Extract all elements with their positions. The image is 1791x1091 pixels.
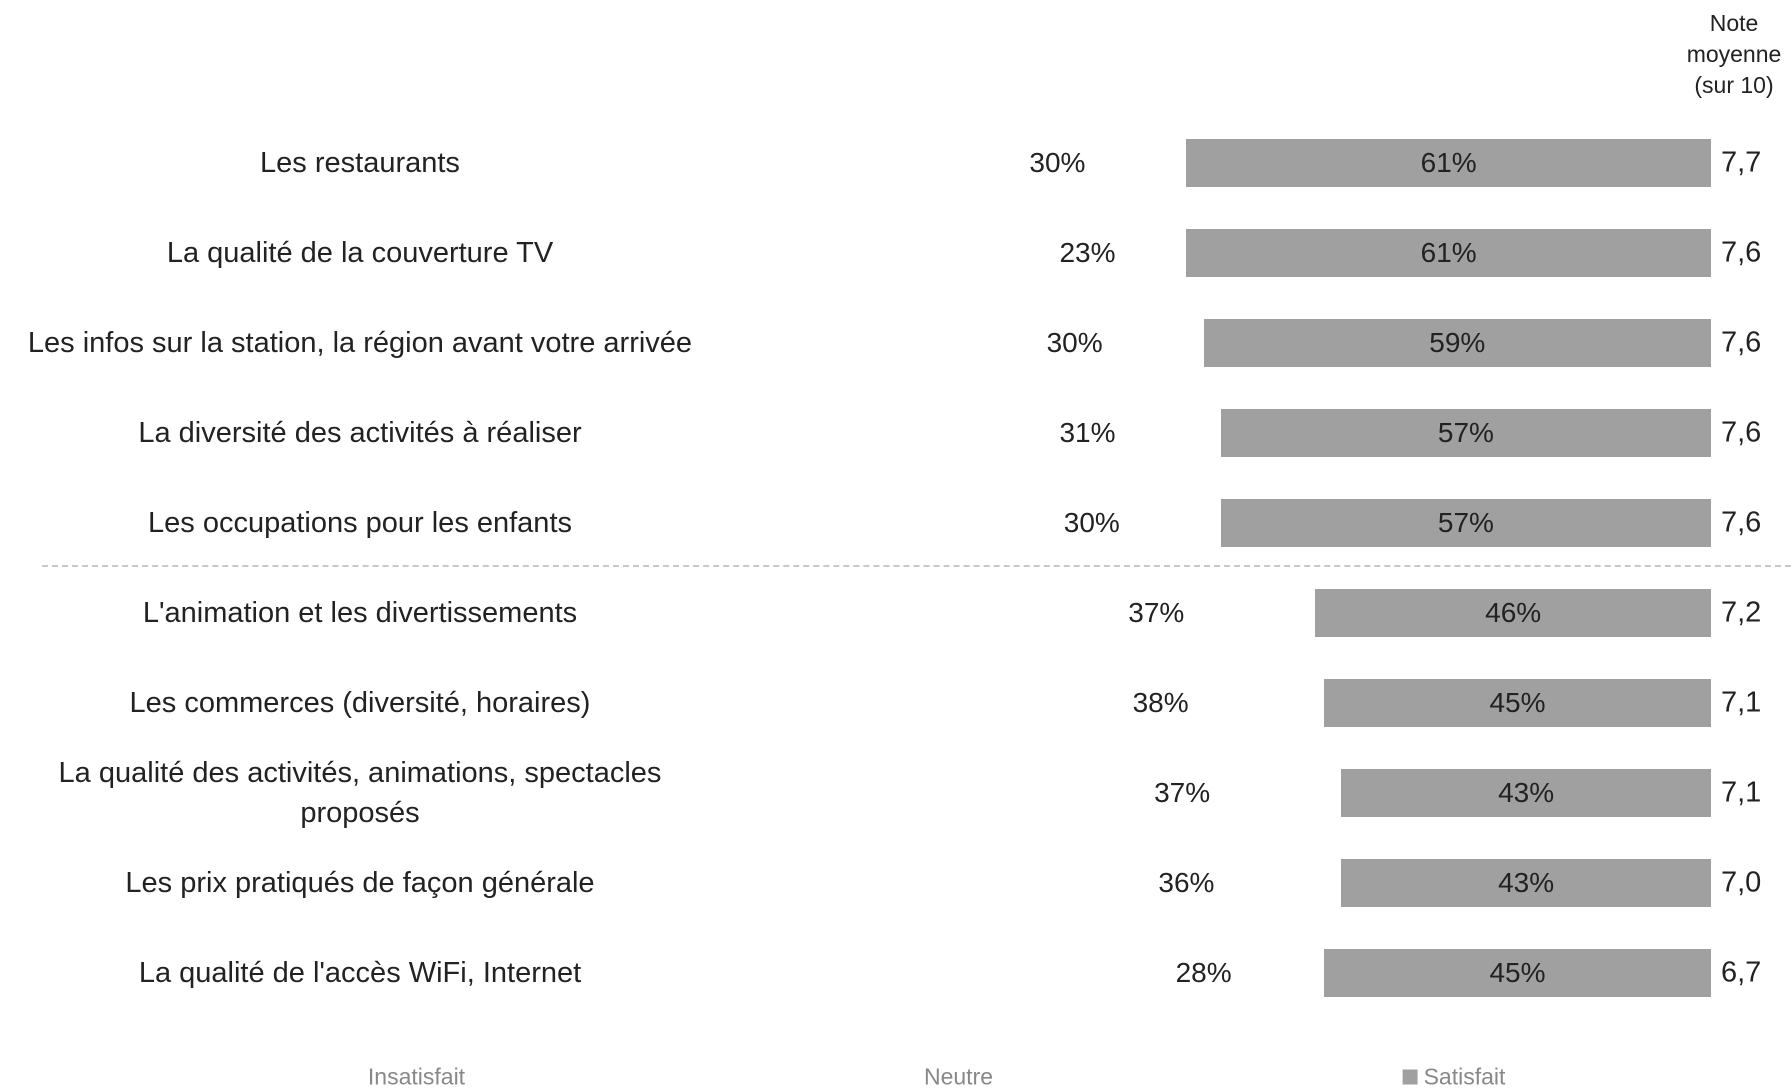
legend-item: Satisfait: [1402, 1063, 1506, 1091]
score-title-line: Note: [1709, 10, 1759, 36]
bar-segment: [962, 499, 1221, 547]
category-label: Les occupations pour les enfants: [148, 507, 572, 539]
bar-segment: [851, 499, 963, 547]
bar-segment: [851, 679, 998, 727]
value-label: 38%: [1132, 687, 1189, 718]
score-label: 7,6: [1721, 326, 1762, 359]
value-label: 37%: [1128, 597, 1185, 628]
bar-segment: [1220, 409, 1711, 457]
score-label: 7,7: [1721, 146, 1762, 179]
score-label: 6,7: [1721, 956, 1762, 989]
value-label: 30%: [1029, 147, 1086, 178]
bar-segment: [1031, 859, 1342, 907]
bar-segment: [1324, 949, 1711, 997]
value-label: 43%: [1498, 867, 1555, 898]
value-label: 36%: [1158, 867, 1215, 898]
bar-segment: [988, 229, 1187, 277]
bar-segment: [1341, 769, 1711, 817]
score-label: 7,6: [1721, 416, 1762, 449]
bar-segment: [954, 409, 1221, 457]
value-label: 28%: [1175, 957, 1232, 988]
legend-swatch: [346, 1069, 362, 1085]
bar-segment: [1220, 499, 1711, 547]
bar-segment: [851, 229, 989, 277]
legend-swatch: [1402, 1069, 1418, 1085]
category-label: La qualité des activités, animations, sp…: [58, 757, 662, 829]
legend-swatch: [902, 1069, 918, 1085]
value-label: 43%: [1498, 777, 1555, 808]
value-label: 23%: [1059, 237, 1116, 268]
bar-segment: [851, 859, 1032, 907]
bar-segment: [1186, 229, 1711, 277]
legend-label: Satisfait: [1423, 1063, 1506, 1090]
value-label: 57%: [1437, 417, 1494, 448]
bar-segment: [851, 139, 929, 187]
value-label: 37%: [1154, 777, 1211, 808]
bar-segment: [851, 319, 946, 367]
value-label: 59%: [1429, 327, 1486, 358]
legend-label: Insatisfait: [367, 1063, 466, 1090]
category-label: La qualité de la couverture TV: [166, 237, 554, 269]
category-label: La diversité des activités à réaliser: [138, 417, 582, 449]
bar-segment: [851, 589, 998, 637]
category-label: Les prix pratiqués de façon générale: [125, 867, 595, 899]
bar-segment: [1203, 319, 1711, 367]
bar-segment: [945, 319, 1204, 367]
bar-segment: [1083, 949, 1324, 997]
bar-segment: [851, 409, 955, 457]
score-label: 7,1: [1721, 686, 1762, 719]
category-label: Les commerces (diversité, horaires): [129, 687, 591, 719]
bar-segment: [928, 139, 1187, 187]
bar-segment: [1341, 859, 1711, 907]
value-label: 61%: [1420, 237, 1477, 268]
bar-segment: [997, 679, 1324, 727]
score-label: 7,0: [1721, 866, 1762, 899]
legend-item: Insatisfait: [346, 1063, 466, 1091]
value-label: 46%: [1485, 597, 1542, 628]
value-label: 45%: [1489, 687, 1546, 718]
bar-segment: [1186, 139, 1711, 187]
bar-segment: [851, 769, 1023, 817]
value-label: 57%: [1437, 507, 1494, 538]
separator: [42, 565, 1791, 567]
value-label: 61%: [1420, 147, 1477, 178]
value-label: 45%: [1489, 957, 1546, 988]
legend-label: Neutre: [923, 1063, 994, 1090]
score-title: Note moyenne (sur 10): [1674, 8, 1791, 101]
value-label: 31%: [1059, 417, 1116, 448]
value-label: 30%: [1063, 507, 1120, 538]
bar-segment: [851, 949, 1084, 997]
category-label: Les infos sur la station, la région avan…: [27, 327, 693, 359]
score-title-line: moyenne: [1686, 41, 1782, 67]
category-label: Les restaurants: [260, 147, 460, 179]
bar-segment: [1023, 769, 1342, 817]
score-label: 7,6: [1721, 236, 1762, 269]
category-label: La qualité de l'accès WiFi, Internet: [138, 957, 582, 989]
value-label: 30%: [1046, 327, 1103, 358]
bar-segment: [1315, 589, 1711, 637]
bar-segment: [1324, 679, 1711, 727]
category-label: L'animation et les divertissements: [142, 597, 578, 629]
score-label: 7,1: [1721, 776, 1762, 809]
score-label: 7,2: [1721, 596, 1762, 629]
score-label: 7,6: [1721, 506, 1762, 539]
score-title-line: (sur 10): [1694, 72, 1774, 98]
legend-item: Neutre: [902, 1063, 994, 1091]
bar-segment: [997, 589, 1316, 637]
